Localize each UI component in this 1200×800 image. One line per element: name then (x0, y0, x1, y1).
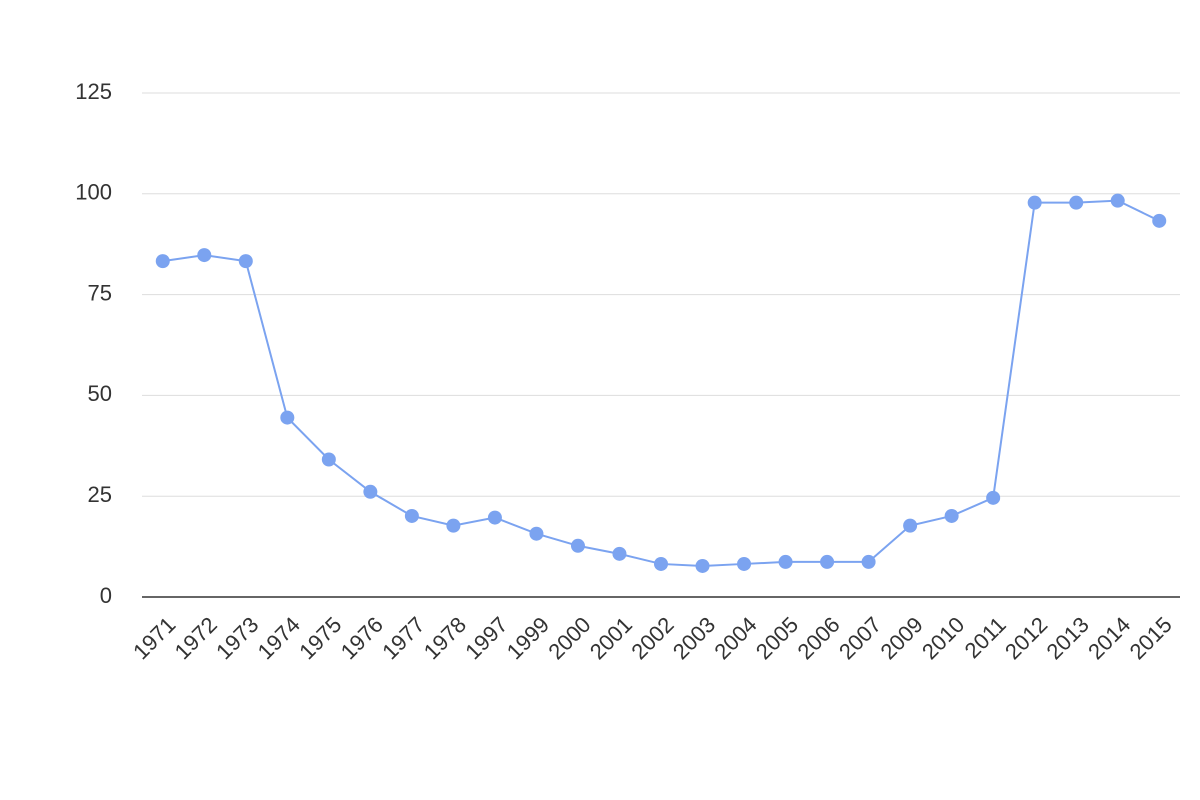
y-tick-label: 0 (100, 583, 112, 608)
data-point (944, 508, 959, 523)
x-tick-label: 2000 (543, 612, 595, 664)
data-point (861, 554, 876, 569)
data-point (280, 410, 295, 425)
x-tick-label: 2004 (709, 612, 761, 664)
data-point (197, 248, 212, 263)
y-tick-label: 100 (75, 180, 112, 205)
data-point (404, 508, 419, 523)
data-point (986, 490, 1001, 505)
data-point (654, 556, 668, 571)
x-tick-label: 2011 (960, 612, 1011, 663)
x-tick-label: 1977 (377, 612, 429, 664)
data-point (1110, 193, 1125, 208)
y-tick-label: 125 (75, 79, 112, 104)
data-point (778, 554, 793, 569)
x-tick-label: 2007 (834, 612, 886, 664)
data-point (612, 546, 627, 561)
data-point (570, 538, 585, 553)
data-point (820, 554, 835, 569)
x-tick-label: 1997 (460, 612, 512, 664)
data-point (238, 254, 253, 269)
x-tick-label: 1973 (211, 612, 263, 664)
data-point (487, 510, 502, 525)
x-tick-label: 2006 (792, 612, 844, 664)
data-point (529, 526, 544, 541)
data-point (363, 484, 378, 499)
x-tick-label: 2003 (668, 612, 720, 664)
data-point (903, 518, 918, 533)
x-tick-label: 2015 (1125, 612, 1177, 664)
x-tick-label: 1971 (128, 612, 180, 664)
x-tick-label: 1976 (336, 612, 388, 664)
data-point (155, 254, 170, 269)
x-tick-label: 2010 (917, 612, 969, 664)
data-point (321, 452, 336, 467)
y-tick-label: 75 (88, 280, 112, 305)
x-tick-label: 2005 (751, 612, 803, 664)
data-point (695, 558, 710, 573)
x-tick-label: 1978 (419, 612, 471, 664)
data-point (1027, 195, 1042, 210)
y-tick-label: 25 (88, 482, 112, 507)
x-tick-label: 1975 (294, 612, 346, 664)
data-line (162, 199, 1160, 567)
data-point (1069, 195, 1084, 210)
x-tick-label: 2012 (1000, 612, 1052, 664)
data-point (446, 518, 461, 533)
x-tick-label: 2013 (1042, 612, 1094, 664)
x-tick-label: 1974 (253, 612, 305, 664)
y-tick-label: 50 (88, 381, 112, 406)
x-tick-label: 1972 (170, 612, 222, 664)
data-point (737, 556, 752, 571)
data-point (1152, 213, 1167, 228)
x-tick-label: 1999 (502, 612, 554, 664)
x-tick-label: 2009 (875, 612, 927, 664)
x-tick-label: 2014 (1083, 612, 1135, 664)
x-tick-label: 2001 (585, 612, 637, 664)
x-tick-label: 2002 (626, 612, 678, 664)
